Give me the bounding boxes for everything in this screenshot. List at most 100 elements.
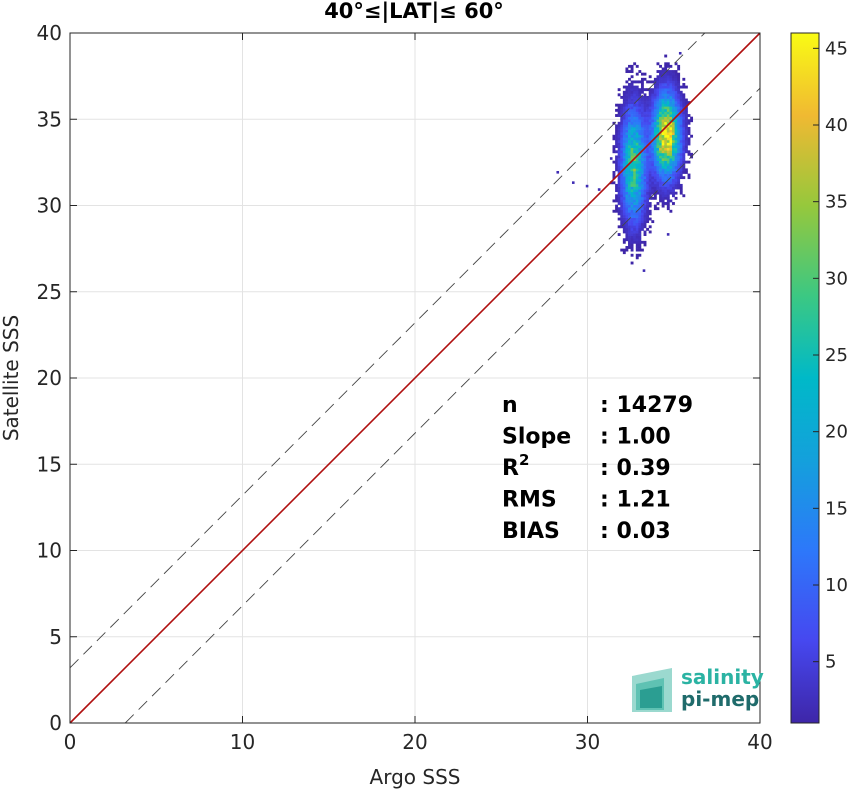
density-cell — [622, 121, 626, 125]
density-cell — [633, 240, 637, 244]
density-cell — [635, 101, 639, 105]
density-cell — [620, 129, 624, 133]
density-cell — [615, 196, 618, 200]
density-cell — [630, 248, 634, 252]
density-cell — [622, 209, 626, 213]
density-cell — [677, 67, 681, 71]
density-cell — [635, 160, 639, 164]
density-cell — [687, 121, 691, 125]
density-cell — [628, 90, 631, 94]
density-cell — [648, 160, 652, 164]
density-cell — [669, 209, 673, 213]
density-cell — [664, 72, 668, 76]
density-cell — [646, 134, 650, 138]
density-cell — [625, 202, 629, 205]
density-cell — [630, 85, 634, 89]
density-cell — [638, 121, 642, 125]
density-cell — [628, 168, 631, 172]
density-cell — [651, 158, 655, 161]
density-cell — [622, 214, 626, 218]
density-cell — [656, 181, 660, 185]
density-cell — [617, 181, 621, 185]
density-cell — [625, 124, 629, 128]
density-cell — [638, 171, 642, 174]
density-cell — [651, 121, 655, 125]
density-cell — [638, 119, 642, 123]
density-cell — [630, 165, 634, 169]
density-cell — [653, 137, 657, 141]
density-cell — [646, 220, 650, 224]
density-cell — [653, 194, 657, 198]
density-cell — [674, 90, 678, 94]
density-cell — [653, 163, 657, 167]
density-cell — [625, 227, 629, 231]
density-cell — [682, 101, 686, 105]
density-cell — [666, 77, 670, 81]
density-cell — [674, 103, 678, 107]
density-cell — [684, 124, 688, 128]
density-cell — [653, 83, 657, 86]
density-cell — [666, 108, 670, 112]
density-cell — [666, 199, 670, 203]
density-cell — [674, 183, 678, 187]
density-cell — [628, 98, 631, 102]
density-cell — [633, 129, 637, 133]
density-cell — [656, 111, 660, 115]
salinity-pimep-logo: salinity pi-mep — [632, 665, 764, 712]
density-cell — [651, 95, 655, 99]
density-cell — [638, 134, 642, 138]
density-cell — [677, 127, 681, 130]
density-cell — [630, 75, 634, 79]
density-cell — [666, 98, 670, 102]
density-cell — [669, 77, 673, 81]
density-cell — [635, 202, 639, 205]
density-cell — [622, 152, 626, 156]
density-cell — [656, 139, 660, 143]
density-cell — [674, 98, 678, 102]
density-cell — [617, 129, 621, 133]
density-cell — [674, 77, 678, 81]
density-cell — [633, 108, 637, 112]
density-cell — [677, 103, 681, 107]
density-cell — [635, 124, 639, 128]
density-cell — [679, 103, 683, 107]
density-cell — [633, 137, 637, 141]
density-cell — [659, 176, 662, 180]
density-cell — [648, 106, 652, 110]
density-cell — [638, 246, 642, 249]
density-cell — [672, 101, 675, 105]
density-cell — [620, 248, 624, 252]
density-cell — [633, 132, 637, 136]
density-cell — [666, 155, 670, 159]
density-cell — [630, 168, 634, 172]
density-cell — [659, 168, 662, 172]
density-cell — [646, 189, 650, 192]
density-cell — [674, 127, 678, 130]
density-cell — [664, 189, 668, 192]
density-cell — [630, 121, 634, 125]
density-cell — [669, 103, 673, 107]
density-cell — [651, 101, 655, 105]
density-cell — [659, 189, 662, 192]
density-cell — [640, 116, 644, 120]
density-cell — [630, 160, 634, 164]
density-cell — [620, 191, 624, 195]
density-cell — [622, 114, 626, 117]
density-cell — [612, 134, 616, 138]
density-cell — [638, 98, 642, 102]
density-cell — [640, 173, 644, 177]
density-cell — [630, 111, 634, 115]
colorbar-tick-label: 10 — [825, 575, 848, 596]
density-cell — [656, 163, 660, 167]
density-cell — [669, 199, 673, 203]
density-cell — [648, 98, 652, 102]
density-cell — [656, 75, 660, 79]
density-cell — [674, 108, 678, 112]
density-cell — [643, 178, 647, 182]
density-cell — [661, 85, 665, 89]
density-cell — [622, 189, 626, 192]
density-cell — [630, 95, 634, 99]
density-cell — [653, 98, 657, 102]
density-cell — [664, 155, 668, 159]
density-cell — [672, 80, 675, 84]
